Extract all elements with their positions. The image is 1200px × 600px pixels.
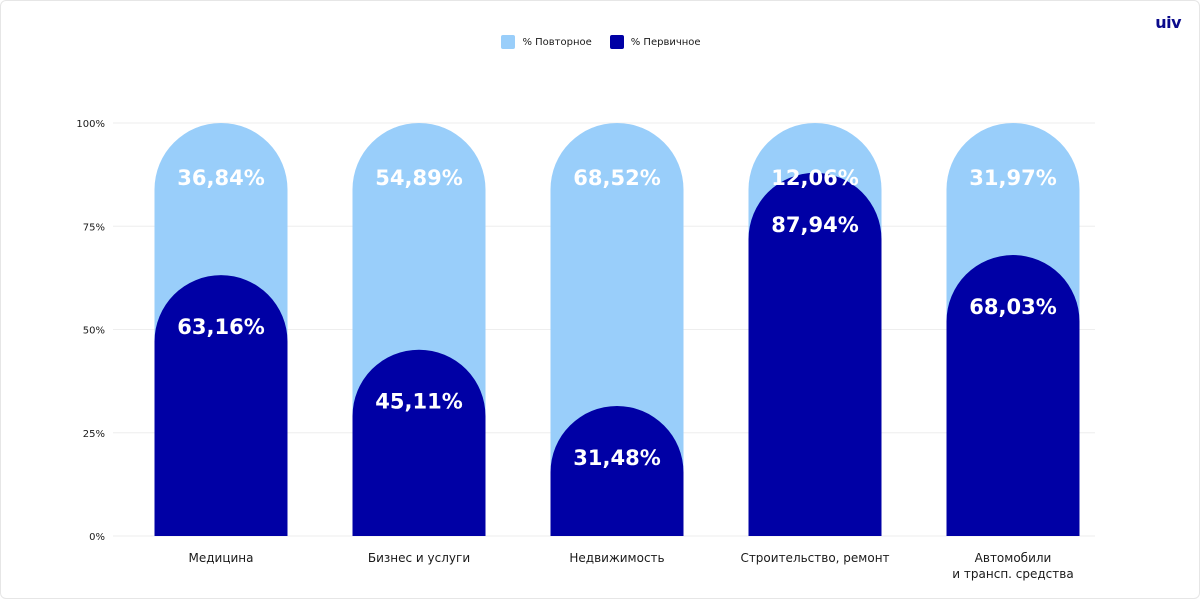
x-category-label: Автомобили и трансп. средства xyxy=(952,551,1073,581)
data-label-repeat: 36,84% xyxy=(177,166,264,190)
data-labels: 36,84% 63,16% 54,89% 45,11% 68,52% 31,48% 12,0… xyxy=(177,166,1056,470)
legend-item-repeat: % Повторное xyxy=(501,35,592,49)
bar-primary xyxy=(946,255,1080,536)
legend-label-repeat: % Повторное xyxy=(522,36,592,48)
x-category-label: Медицина xyxy=(189,551,254,565)
x-category-label: Строительство, ремонт xyxy=(740,551,889,565)
bars xyxy=(154,123,1080,537)
data-label-repeat: 12,06% xyxy=(771,166,858,190)
legend-swatch-repeat xyxy=(501,35,516,49)
legend-item-primary: % Первичное xyxy=(609,35,701,49)
bar-primary xyxy=(748,172,882,536)
data-label-primary: 31,48% xyxy=(573,446,660,470)
bar-primary xyxy=(154,275,288,536)
data-label-repeat: 68,52% xyxy=(573,166,660,190)
y-tick-label: 100% xyxy=(76,119,105,130)
category-labels: Медицина Бизнес и услуги Недвижимость Строи… xyxy=(189,551,1074,581)
x-category-label: Недвижимость xyxy=(569,551,664,565)
legend-swatch-primary xyxy=(609,35,624,49)
brand-logo: uiv xyxy=(1155,13,1181,32)
x-category-label: Бизнес и услуги xyxy=(368,551,470,565)
data-label-primary: 45,11% xyxy=(375,390,462,414)
data-label-primary: 63,16% xyxy=(177,315,264,339)
data-label-primary: 68,03% xyxy=(969,295,1056,319)
data-label-repeat: 31,97% xyxy=(969,166,1056,190)
y-axis-ticks: 0% 25% 50% 75% 100% xyxy=(76,119,105,543)
bar-primary xyxy=(550,405,684,536)
data-label-repeat: 54,89% xyxy=(375,166,462,190)
legend-label-primary: % Первичное xyxy=(630,36,701,48)
y-tick-label: 75% xyxy=(83,222,105,233)
bar-primary xyxy=(352,349,486,536)
legend: % Повторное % Первичное xyxy=(1,35,1200,49)
y-tick-label: 50% xyxy=(83,326,105,337)
y-tick-label: 0% xyxy=(89,532,105,543)
y-tick-label: 25% xyxy=(83,429,105,440)
data-label-primary: 87,94% xyxy=(771,213,858,237)
